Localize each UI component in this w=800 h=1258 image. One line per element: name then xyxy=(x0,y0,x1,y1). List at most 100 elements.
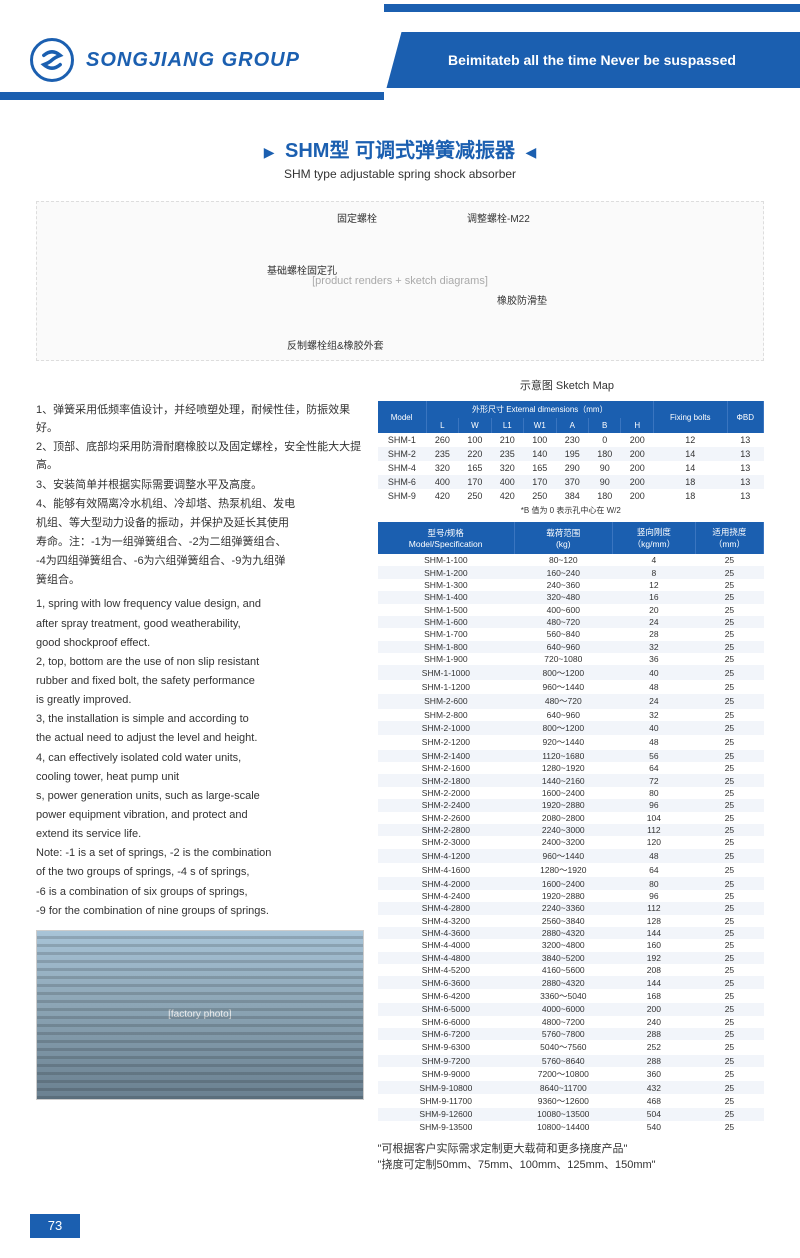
cell: 25 xyxy=(695,750,763,762)
cell: SHM-2-800 xyxy=(378,709,515,721)
cell: 1920~2880 xyxy=(514,799,612,811)
desc-line: s, power generation units, such as large… xyxy=(36,787,364,805)
footer-notes: "可根据客户实际需求定制更大载荷和更多挠度产品" "挠度可定制50mm、75mm… xyxy=(378,1141,764,1174)
cell: 25 xyxy=(695,1040,763,1054)
cell: 288 xyxy=(612,1055,695,1067)
cell: 1280～1920 xyxy=(514,863,612,877)
table-row: SHM-2-18001440~21607225 xyxy=(378,774,764,786)
cell: 25 xyxy=(695,762,763,774)
table-row: SHM-9-72005760~864028825 xyxy=(378,1055,764,1067)
cell: 18 xyxy=(654,489,728,503)
cell: SHM-1-1200 xyxy=(378,680,515,694)
cell: SHM-6-5000 xyxy=(378,1003,515,1015)
cell: SHM-2-3000 xyxy=(378,836,515,848)
cell: 180 xyxy=(588,447,620,461)
table-row: SHM-1-500400~6002025 xyxy=(378,604,764,616)
cell: 4 xyxy=(612,554,695,566)
cell: 13 xyxy=(727,489,763,503)
desc-line: good shockproof effect. xyxy=(36,634,364,652)
cell: 210 xyxy=(491,433,523,447)
desc-line: of the two groups of springs, -4 s of sp… xyxy=(36,863,364,881)
cell: 260 xyxy=(426,433,458,447)
cell: 160 xyxy=(612,939,695,951)
cell: SHM-4 xyxy=(378,461,427,475)
cell: 25 xyxy=(695,653,763,665)
cell: 7200～10800 xyxy=(514,1067,612,1081)
cell: SHM-1 xyxy=(378,433,427,447)
desc-line: 4、能够有效隔离冷水机组、冷却塔、热泵机组、发电 xyxy=(36,495,364,513)
cell: SHM-2-2600 xyxy=(378,812,515,824)
cell: 360 xyxy=(612,1067,695,1081)
cell: 252 xyxy=(612,1040,695,1054)
cell: 960～1440 xyxy=(514,680,612,694)
cell: 540 xyxy=(612,1121,695,1133)
cell: 235 xyxy=(426,447,458,461)
cell: 170 xyxy=(459,475,491,489)
cell: 48 xyxy=(612,735,695,749)
cell: 104 xyxy=(612,812,695,824)
table-row: SHM-2-600480～7202425 xyxy=(378,694,764,708)
th: 竖向刚度 （kg/mm） xyxy=(612,522,695,554)
cell: 25 xyxy=(695,604,763,616)
th: L1 xyxy=(491,418,523,433)
company-name: SONGJIANG GROUP xyxy=(86,49,300,72)
cell: 24 xyxy=(612,694,695,708)
dimensions-table: Model 外形尺寸 External dimensions（mm） Fixin… xyxy=(378,401,764,503)
cell: 96 xyxy=(612,799,695,811)
cell: 480~720 xyxy=(514,616,612,628)
desc-line: 3, the installation is simple and accord… xyxy=(36,710,364,728)
cell: 10080~13500 xyxy=(514,1108,612,1120)
table-row: SHM-4-16001280～19206425 xyxy=(378,863,764,877)
table-row: SHM-9-1350010800~1440054025 xyxy=(378,1121,764,1133)
cell: SHM-1-400 xyxy=(378,591,515,603)
cell: 480～720 xyxy=(514,694,612,708)
table-row: SHM-4-48003840~520019225 xyxy=(378,952,764,964)
desc-line: 2, top, bottom are the use of non slip r… xyxy=(36,653,364,671)
cell: 28 xyxy=(612,628,695,640)
cell: 384 xyxy=(556,489,588,503)
cell: 25 xyxy=(695,812,763,824)
cell: 80 xyxy=(612,787,695,799)
cell: SHM-6-7200 xyxy=(378,1028,515,1040)
cell: 25 xyxy=(695,1028,763,1040)
main-content: ▶ SHM型 可调式弹簧减振器 ◀ SHM type adjustable sp… xyxy=(0,104,800,1194)
cell: 25 xyxy=(695,628,763,640)
cell: 25 xyxy=(695,616,763,628)
cell: 4800~7200 xyxy=(514,1016,612,1028)
cell: 3200~4800 xyxy=(514,939,612,951)
cell: 230 xyxy=(556,433,588,447)
cell: 25 xyxy=(695,554,763,566)
cell: 25 xyxy=(695,849,763,863)
table-row: SHM-4-52004160~560020825 xyxy=(378,964,764,976)
cell: SHM-1-900 xyxy=(378,653,515,665)
title-row: ▶ SHM型 可调式弹簧减振器 ◀ xyxy=(36,134,764,163)
cell: SHM-2-1600 xyxy=(378,762,515,774)
table-row: SHM-2-1200920～14404825 xyxy=(378,735,764,749)
table-row: SHM-4-1200960～14404825 xyxy=(378,849,764,863)
cell: SHM-1-100 xyxy=(378,554,515,566)
cell: 25 xyxy=(695,915,763,927)
title-en: SHM type adjustable spring shock absorbe… xyxy=(36,167,764,181)
cell: 25 xyxy=(695,1094,763,1108)
table-row: SHM-126010021010023002001213 xyxy=(378,433,764,447)
cell: SHM-2-2800 xyxy=(378,824,515,836)
cell: 13 xyxy=(727,433,763,447)
th: 载荷范围 (kg) xyxy=(514,522,612,554)
cell: SHM-6 xyxy=(378,475,427,489)
diagram-label: 基础螺栓固定孔 xyxy=(267,262,337,277)
cell: 10800~14400 xyxy=(514,1121,612,1133)
cell: 25 xyxy=(695,939,763,951)
table-row: SHM-2-800640~9603225 xyxy=(378,709,764,721)
cell: 400 xyxy=(426,475,458,489)
cell: SHM-2-1400 xyxy=(378,750,515,762)
factory-photo: [factory photo] xyxy=(36,930,364,1100)
cell: 25 xyxy=(695,665,763,679)
cell: SHM-4-1200 xyxy=(378,849,515,863)
table-row: SHM-2-16001280~19206425 xyxy=(378,762,764,774)
table-row: SHM-2-30002400~320012025 xyxy=(378,836,764,848)
desc-line: 1、弹簧采用低频率值设计，并经喷塑处理，耐候性佳，防振效果好。 xyxy=(36,401,364,437)
table-row: SHM-1-300240~3601225 xyxy=(378,579,764,591)
desc-line: Note: -1 is a set of springs, -2 is the … xyxy=(36,844,364,862)
cell: 25 xyxy=(695,641,763,653)
desc-line: 1, spring with low frequency value desig… xyxy=(36,595,364,613)
